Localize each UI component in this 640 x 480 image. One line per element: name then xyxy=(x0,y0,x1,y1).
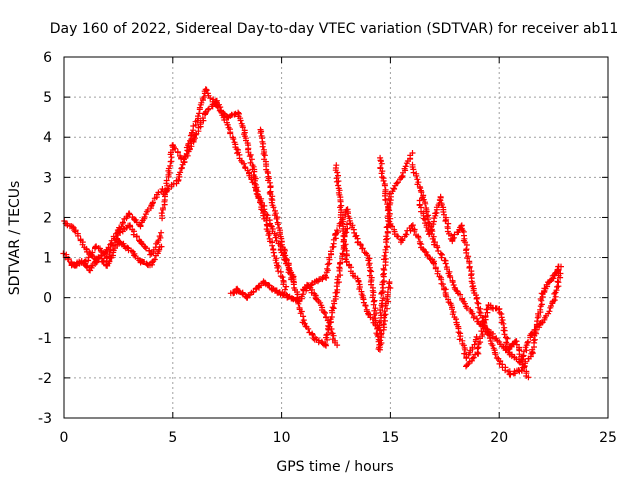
series-markers xyxy=(528,263,564,357)
series-markers xyxy=(300,206,394,353)
axes: 0 5 10 15 20 25 -3 -2 -1 0 1 2 3 4 5 6 xyxy=(38,50,617,446)
x-tick-label: 15 xyxy=(381,430,399,446)
x-tick-label: 0 xyxy=(60,430,69,446)
x-axis-label: GPS time / hours xyxy=(276,459,393,475)
y-tick-label: 3 xyxy=(43,170,52,186)
plot-frame xyxy=(63,56,609,419)
series-markers xyxy=(416,193,532,381)
series-markers xyxy=(257,126,351,349)
series-arc-8 xyxy=(300,206,394,353)
y-tick-label: -1 xyxy=(38,331,52,347)
series-arc-13 xyxy=(463,270,564,370)
series-arc-12 xyxy=(416,193,532,381)
series-markers xyxy=(160,86,290,293)
y-axis-label: SDTVAR / TECUs xyxy=(7,181,23,296)
series-arc-6 xyxy=(227,278,341,349)
series-markers xyxy=(227,278,341,349)
y-tick-label: 4 xyxy=(43,130,52,146)
y-tick-label: 6 xyxy=(43,50,52,66)
y-tick-label: -3 xyxy=(38,411,52,427)
x-tick-label: 25 xyxy=(599,430,617,446)
y-tick-label: 1 xyxy=(43,251,52,267)
series-markers xyxy=(463,270,564,370)
x-tick-label: 5 xyxy=(168,430,177,446)
y-tick-label: 5 xyxy=(43,90,52,106)
y-tick-label: -2 xyxy=(38,371,52,387)
x-tick-label: 20 xyxy=(490,430,508,446)
series-markers xyxy=(68,238,165,274)
series-arc-5 xyxy=(160,86,290,293)
series-markers xyxy=(377,154,480,362)
y-tick-label: 0 xyxy=(43,291,52,307)
series-arc-7 xyxy=(257,126,351,349)
series-arc-3 xyxy=(68,238,165,274)
y-tick-label: 2 xyxy=(43,210,52,226)
x-tick-label: 10 xyxy=(273,430,291,446)
data-points xyxy=(60,86,564,381)
series-arc-10 xyxy=(377,154,480,362)
series-arc-14 xyxy=(528,263,564,357)
chart-title: Day 160 of 2022, Sidereal Day-to-day VTE… xyxy=(50,21,619,37)
